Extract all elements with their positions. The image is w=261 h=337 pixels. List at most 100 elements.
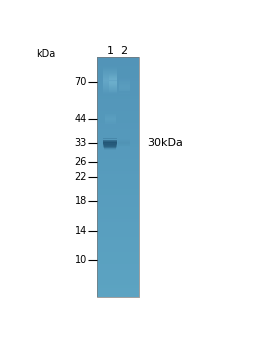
Bar [119,93,129,94]
Bar [118,144,130,145]
Text: 2: 2 [121,46,128,56]
Bar [109,87,117,88]
Bar [97,294,139,297]
Bar [105,113,116,114]
Bar [119,79,129,80]
Bar [97,96,139,99]
Bar [97,198,139,201]
Bar [97,258,139,261]
Bar [105,124,116,125]
Bar [97,81,139,84]
Bar [103,77,117,78]
Bar [97,69,139,72]
Bar [103,71,117,72]
Bar [97,231,139,234]
Bar [97,105,139,108]
Bar [97,225,139,228]
Bar [103,140,117,141]
Bar [97,222,139,225]
Bar [103,147,117,148]
Bar [97,270,139,273]
Text: kDa: kDa [37,49,56,59]
Bar [103,88,117,89]
Bar [97,150,139,153]
Bar [118,141,130,142]
Bar [109,71,117,72]
Bar [97,57,139,297]
Bar [119,81,129,82]
Bar [97,126,139,129]
Bar [104,146,116,147]
Bar [104,148,116,149]
Bar [103,139,117,140]
Bar [104,143,116,144]
Bar [97,72,139,75]
Bar [103,143,117,144]
Bar [105,120,116,121]
Bar [97,252,139,255]
Bar [119,84,129,85]
Bar [105,121,116,122]
Text: 18: 18 [75,195,87,206]
Bar [97,192,139,195]
Bar [97,117,139,120]
Bar [97,291,139,294]
Bar [103,85,117,86]
Bar [109,74,117,75]
Bar [97,93,139,96]
Bar [97,228,139,231]
Bar [97,84,139,87]
Bar [119,88,129,89]
Bar [105,117,116,118]
Bar [119,90,129,91]
Bar [97,180,139,183]
Bar [97,66,139,69]
Bar [97,276,139,279]
Bar [103,94,117,95]
Bar [97,234,139,237]
Bar [97,240,139,243]
Bar [97,213,139,216]
Bar [103,89,117,90]
Bar [97,207,139,210]
Bar [109,82,117,83]
Bar [97,264,139,267]
Bar [97,129,139,132]
Bar [97,114,139,117]
Bar [109,77,117,78]
Bar [109,75,117,76]
Bar [119,82,129,83]
Bar [109,92,117,93]
Bar [103,93,117,94]
Bar [105,115,116,116]
Bar [97,57,139,60]
Text: 22: 22 [74,172,87,182]
Bar [103,66,117,67]
Bar [103,92,117,93]
Bar [119,78,129,79]
Bar [119,86,129,87]
Bar [103,144,117,145]
Bar [97,243,139,246]
Bar [118,146,130,147]
Bar [103,69,117,70]
Bar [103,83,117,84]
Bar [109,90,117,91]
Bar [103,70,117,71]
Bar [119,87,129,88]
Text: 1: 1 [107,46,114,56]
Bar [97,162,139,165]
Bar [119,94,129,95]
Bar [103,68,117,69]
Bar [104,149,116,150]
Bar [109,81,117,82]
Bar [97,123,139,126]
Bar [105,114,116,115]
Text: 14: 14 [75,226,87,236]
Bar [109,93,117,94]
Bar [103,141,117,142]
Bar [97,159,139,162]
Bar [118,143,130,144]
Bar [103,73,117,74]
Bar [103,90,117,91]
